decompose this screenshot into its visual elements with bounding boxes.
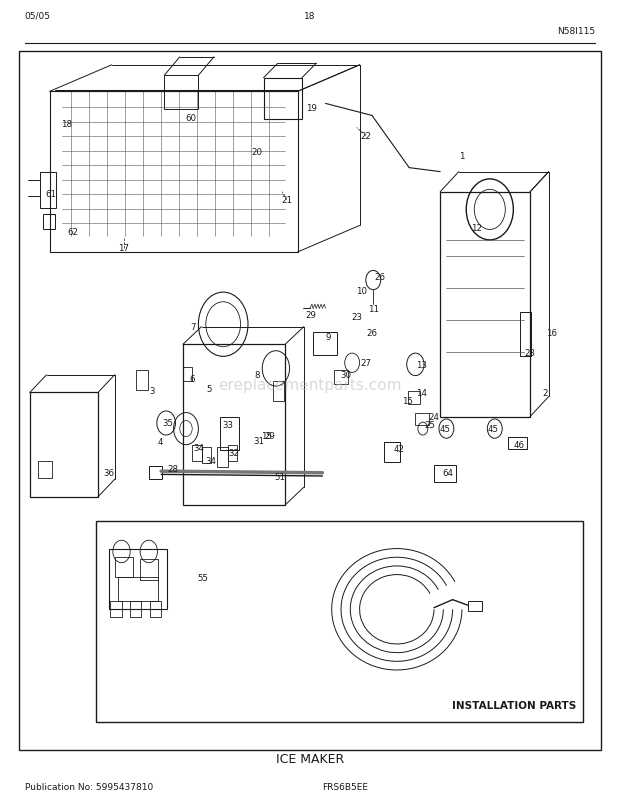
Text: 19: 19 (306, 103, 317, 113)
Text: 27: 27 (360, 358, 371, 368)
Text: 45: 45 (487, 424, 498, 434)
Text: 1: 1 (459, 152, 464, 161)
Bar (440, 192, 530, 417)
Text: 5: 5 (207, 384, 212, 394)
Bar (136, 371, 148, 391)
Text: 3: 3 (149, 386, 154, 395)
Text: 4: 4 (157, 437, 162, 447)
Bar (520, 313, 531, 357)
Bar (115, 557, 133, 577)
Text: 7: 7 (191, 322, 196, 332)
Text: 29: 29 (306, 310, 317, 320)
Bar (50, 92, 298, 253)
Text: 34: 34 (205, 456, 216, 466)
Bar (468, 602, 482, 611)
Bar (108, 549, 167, 610)
Text: 46: 46 (513, 440, 525, 450)
Bar (264, 79, 302, 120)
Bar (183, 345, 285, 505)
Bar (202, 448, 211, 464)
Text: 12: 12 (471, 224, 482, 233)
Text: 05/05: 05/05 (25, 12, 51, 21)
Text: 15: 15 (402, 396, 414, 406)
Text: 30: 30 (340, 371, 352, 380)
Text: INSTALLATION PARTS: INSTALLATION PARTS (453, 700, 577, 710)
Bar (40, 172, 56, 209)
Bar (508, 437, 527, 449)
Text: 23: 23 (351, 312, 362, 322)
Text: FRS6B5EE: FRS6B5EE (322, 782, 368, 791)
Bar (130, 602, 141, 618)
Bar (220, 417, 239, 451)
Bar (43, 215, 55, 229)
Text: 62: 62 (68, 228, 79, 237)
Text: 29: 29 (264, 431, 275, 440)
Bar (408, 391, 420, 404)
Text: 18: 18 (304, 12, 316, 21)
Bar (183, 367, 192, 382)
Text: 9: 9 (326, 332, 331, 342)
Bar (334, 371, 348, 385)
Text: 22: 22 (360, 132, 371, 141)
Text: ICE MAKER: ICE MAKER (276, 752, 344, 765)
Text: 51: 51 (275, 472, 286, 482)
Text: 24: 24 (428, 412, 440, 422)
Text: N58I115: N58I115 (557, 27, 595, 36)
Text: 60: 60 (185, 114, 197, 124)
Text: 16: 16 (546, 328, 557, 338)
Text: 61: 61 (45, 189, 56, 199)
Text: 33: 33 (223, 420, 234, 430)
Bar (30, 393, 98, 497)
Text: 32: 32 (229, 448, 240, 458)
Text: 23: 23 (525, 348, 536, 358)
Text: 13: 13 (416, 360, 427, 370)
Bar (110, 602, 122, 618)
Bar (150, 602, 161, 618)
Bar (273, 382, 284, 402)
Text: 34: 34 (193, 443, 204, 452)
Bar (192, 445, 202, 461)
Text: 42: 42 (393, 444, 404, 454)
Text: 18: 18 (61, 119, 73, 129)
Bar (96, 521, 583, 722)
Bar (140, 560, 158, 580)
Text: 15: 15 (261, 431, 272, 440)
Bar (384, 443, 400, 463)
Bar (434, 465, 456, 483)
Bar (228, 445, 237, 461)
Text: Publication No: 5995437810: Publication No: 5995437810 (25, 782, 153, 791)
Text: 11: 11 (368, 304, 379, 314)
Text: 36: 36 (103, 468, 114, 478)
Bar (19, 52, 601, 750)
Text: 26: 26 (374, 272, 385, 282)
Text: 31: 31 (254, 436, 265, 446)
Text: 6: 6 (190, 374, 195, 383)
Text: 64: 64 (442, 468, 453, 478)
Bar (313, 333, 337, 355)
Text: 14: 14 (416, 388, 427, 398)
Text: ereplacementparts.com: ereplacementparts.com (218, 378, 402, 392)
Bar (149, 467, 162, 480)
Bar (217, 448, 228, 468)
Text: 45: 45 (440, 424, 451, 434)
Bar (164, 76, 198, 110)
Text: 8: 8 (255, 371, 260, 380)
Text: 10: 10 (356, 286, 367, 296)
Text: 55: 55 (198, 573, 209, 582)
Text: 26: 26 (366, 328, 378, 338)
Bar (415, 413, 429, 426)
Bar (38, 461, 52, 479)
Text: 28: 28 (167, 464, 178, 474)
Text: 20: 20 (252, 148, 263, 157)
Text: 21: 21 (281, 196, 292, 205)
Text: 17: 17 (118, 244, 130, 253)
Text: 35: 35 (162, 419, 173, 428)
Bar (118, 577, 158, 602)
Text: 2: 2 (543, 388, 548, 398)
Text: 25: 25 (424, 420, 435, 430)
